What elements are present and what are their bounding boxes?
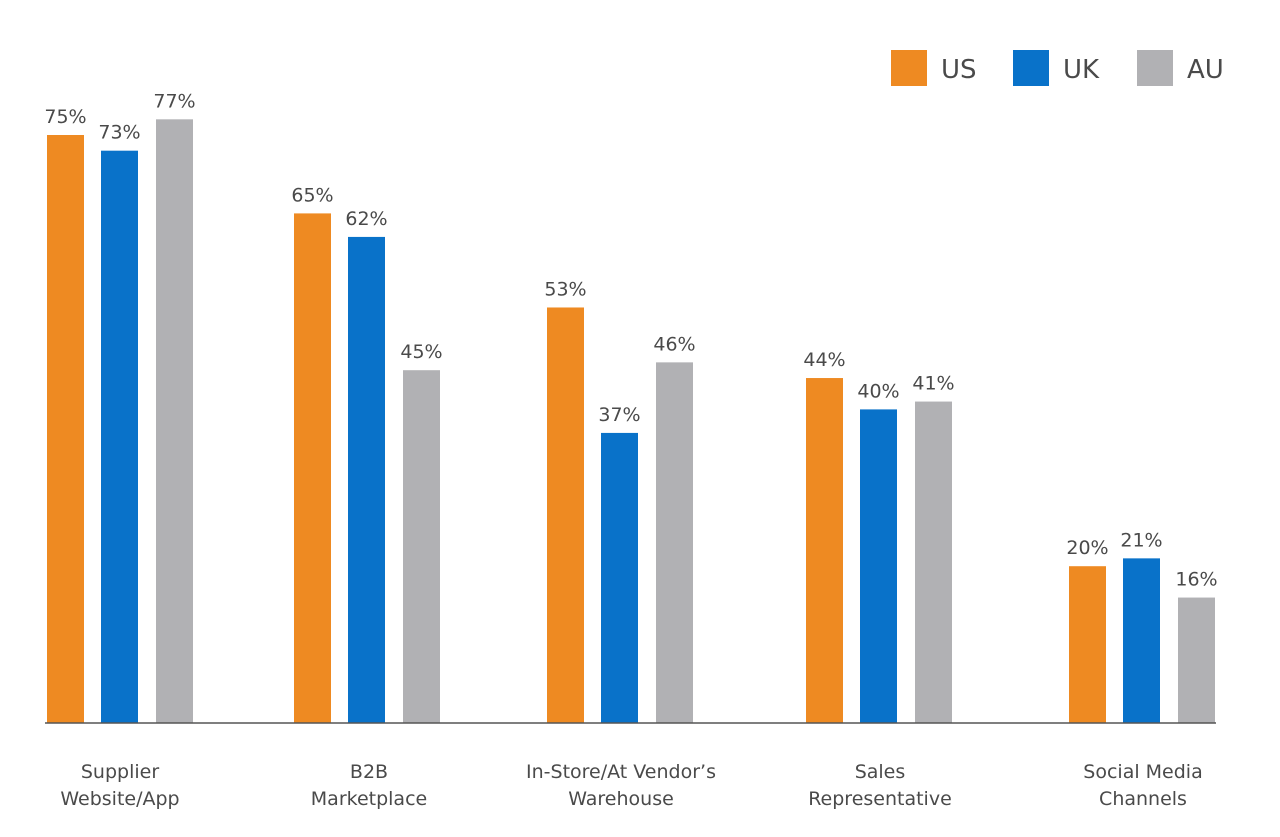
value-label-au-0: 77% xyxy=(153,90,195,112)
value-label-uk-3: 40% xyxy=(857,380,899,402)
category-label-4: Social Media Channels xyxy=(1083,761,1202,810)
bar-us-2 xyxy=(547,307,584,723)
bar-uk-0 xyxy=(101,150,138,723)
bar-us-1 xyxy=(294,213,331,723)
value-label-us-1: 65% xyxy=(291,184,333,206)
bar-uk-3 xyxy=(860,409,897,723)
legend-swatch-au xyxy=(1137,50,1173,86)
legend-swatch-uk xyxy=(1013,50,1049,86)
value-label-us-0: 75% xyxy=(44,106,86,128)
legend-label-us: US xyxy=(941,55,977,85)
value-label-au-2: 46% xyxy=(653,333,695,355)
bar-au-1 xyxy=(403,370,440,723)
value-label-us-4: 20% xyxy=(1066,537,1108,559)
value-label-au-4: 16% xyxy=(1175,569,1217,591)
category-label-0: Supplier Website/App xyxy=(60,761,179,810)
legend-label-uk: UK xyxy=(1063,55,1100,85)
value-label-au-3: 41% xyxy=(912,373,954,395)
bar-uk-4 xyxy=(1123,558,1160,723)
category-label-1: B2B Marketplace xyxy=(311,761,427,810)
bar-us-3 xyxy=(806,378,843,723)
value-label-uk-0: 73% xyxy=(98,122,140,144)
legend: US UK AU xyxy=(891,50,1224,86)
legend-label-au: AU xyxy=(1187,55,1224,85)
bar-au-3 xyxy=(915,401,952,723)
bars xyxy=(47,119,1215,724)
bar-au-0 xyxy=(156,119,193,723)
value-label-uk-2: 37% xyxy=(598,404,640,426)
category-label-3: Sales Representative xyxy=(808,761,952,810)
bar-us-4 xyxy=(1069,566,1106,723)
category-labels: Supplier Website/App B2B Marketplace In-Stor… xyxy=(60,761,1202,810)
bar-uk-2 xyxy=(601,432,638,723)
category-label-2: In-Store/At Vendor’s Warehouse xyxy=(526,761,716,810)
value-label-uk-1: 62% xyxy=(345,208,387,230)
value-label-uk-4: 21% xyxy=(1120,529,1162,551)
bar-au-2 xyxy=(656,362,693,723)
value-label-au-1: 45% xyxy=(400,341,442,363)
legend-swatch-us xyxy=(891,50,927,86)
bar-au-4 xyxy=(1178,597,1215,723)
value-label-us-2: 53% xyxy=(544,278,586,300)
bar-us-0 xyxy=(47,135,84,723)
value-label-us-3: 44% xyxy=(803,349,845,371)
value-labels: 75% 65% 53% 44% 20% 73% 62% 37% 40% 21% 77% 45% 46% 4… xyxy=(44,90,1217,590)
bar-uk-1 xyxy=(348,236,385,724)
